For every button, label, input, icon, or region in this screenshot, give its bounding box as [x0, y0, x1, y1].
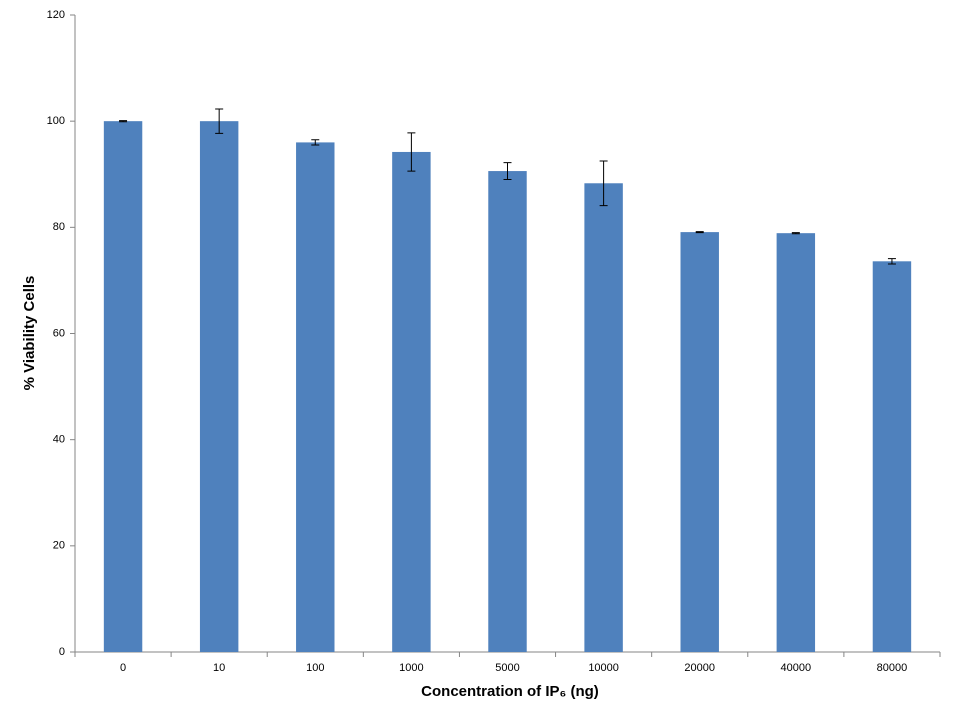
y-tick-label: 120 — [47, 9, 65, 21]
y-tick-label: 0 — [59, 646, 65, 658]
error-bar — [215, 108, 224, 134]
error-bar — [503, 162, 512, 181]
bar — [103, 121, 143, 652]
y-axis-title: % Viability Cells — [21, 276, 38, 391]
bar — [680, 232, 719, 652]
y-tick-label: 100 — [47, 115, 65, 127]
bar — [872, 261, 912, 652]
y-tick-label: 80 — [53, 221, 65, 233]
x-tick-label: 40000 — [781, 662, 812, 674]
bar — [488, 171, 527, 652]
bar — [392, 151, 431, 652]
x-tick-label: 20000 — [684, 662, 715, 674]
error-bar — [311, 139, 320, 146]
bar — [584, 183, 623, 652]
error-bar — [887, 258, 896, 265]
error-bar — [407, 132, 416, 172]
error-bar — [791, 232, 800, 235]
x-tick-label: 10000 — [588, 662, 619, 674]
y-tick-label: 40 — [53, 434, 65, 446]
y-tick-label: 60 — [53, 327, 65, 339]
error-bar — [599, 160, 608, 207]
x-tick-label: 80000 — [877, 662, 908, 674]
error-bar — [119, 120, 128, 123]
x-tick-label: 10 — [213, 662, 225, 674]
error-bar — [695, 231, 704, 234]
x-tick-label: 5000 — [495, 662, 519, 674]
x-tick-label: 1000 — [399, 662, 423, 674]
bar — [199, 121, 239, 652]
y-tick-label: 20 — [53, 540, 65, 552]
bar — [296, 142, 335, 652]
x-tick-label: 0 — [120, 662, 126, 674]
bar — [776, 233, 816, 653]
x-axis-title: Concentration of IP₆ (ng) — [421, 683, 599, 700]
x-tick-label: 100 — [306, 662, 324, 674]
